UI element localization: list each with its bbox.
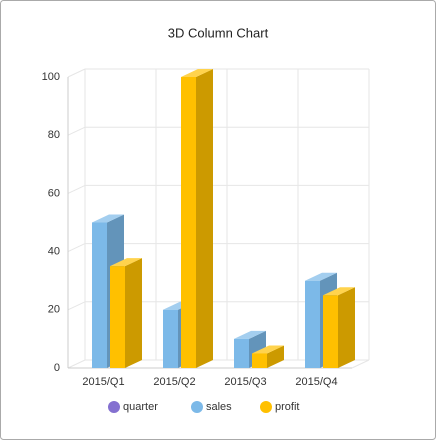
grid-line (67, 301, 86, 311)
bar-face (338, 287, 355, 368)
bar-face (252, 353, 267, 368)
legend-swatch (108, 401, 120, 413)
grid-line (67, 68, 86, 78)
grid-line (67, 184, 86, 194)
bar-face (181, 69, 213, 77)
bar-face (234, 338, 249, 368)
bar-face (323, 287, 355, 296)
bar (323, 287, 355, 368)
bar-face (323, 295, 338, 368)
bar-face (252, 345, 284, 354)
y-tick-label: 60 (48, 187, 60, 199)
grid-line (67, 126, 86, 136)
x-tick-label: 2015/Q1 (82, 376, 124, 388)
bar-face (234, 330, 266, 339)
y-tick-label: 20 (48, 304, 60, 316)
bar-face (92, 214, 124, 223)
legend-swatch (191, 401, 203, 413)
y-tick-label: 40 (48, 246, 60, 258)
legend-swatch (260, 401, 272, 413)
grid-line (67, 243, 86, 253)
bar-face (125, 258, 142, 368)
bar-face (196, 69, 213, 368)
y-tick-label: 100 (42, 71, 60, 83)
bar-face (267, 345, 284, 368)
bar-face (163, 309, 178, 368)
bar-face (305, 272, 337, 281)
x-tick-label: 2015/Q3 (224, 376, 266, 388)
bar (252, 345, 284, 368)
grid-line (67, 359, 86, 369)
bar-face (181, 77, 196, 368)
bar (110, 258, 142, 368)
x-tick-label: 2015/Q4 (295, 376, 337, 388)
legend-label: quarter (123, 401, 158, 413)
x-tick-label: 2015/Q2 (153, 376, 195, 388)
chart-title: 3D Column Chart (168, 25, 269, 40)
legend-label: sales (206, 401, 232, 413)
y-tick-label: 0 (54, 362, 60, 374)
bar-face (305, 280, 320, 368)
bar-face (92, 222, 107, 368)
floor-edge (351, 359, 370, 369)
bar-face (110, 266, 125, 368)
legend-label: profit (275, 401, 299, 413)
bar (181, 69, 213, 368)
y-tick-label: 80 (48, 129, 60, 141)
bar-face (110, 258, 142, 267)
